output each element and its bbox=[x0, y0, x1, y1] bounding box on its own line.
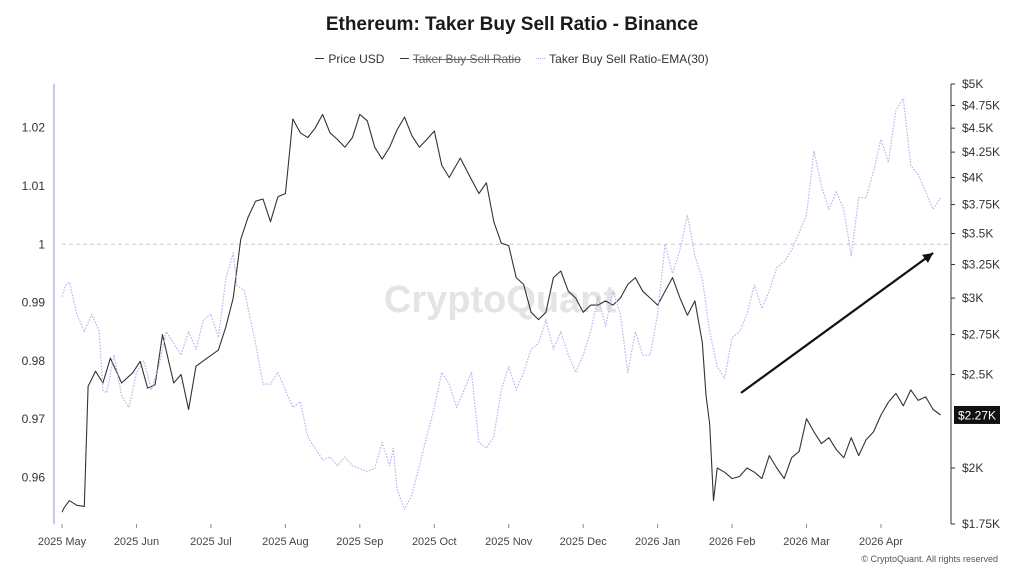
x-tick-label: 2026 Mar bbox=[783, 536, 830, 548]
x-tick-label: 2026 Feb bbox=[709, 536, 755, 548]
annotation-layer bbox=[740, 252, 934, 394]
annotation-arrow-head bbox=[922, 253, 934, 263]
right-tick-label: $5K bbox=[962, 77, 983, 91]
x-axis: 2025 May 2025 Jun 2025 Jul 2025 Aug 2025 Sep… bbox=[38, 524, 903, 548]
x-tick-label: 2026 Jan bbox=[635, 536, 680, 548]
right-axis: $1.75K $2K $2.5K $2.75K $3K $3.25K $3.5K $3.75K… bbox=[950, 77, 1000, 531]
watermark: CryptoQuant bbox=[384, 279, 617, 321]
x-tick-label: 2025 Oct bbox=[412, 536, 457, 548]
x-tick-label: 2026 Apr bbox=[859, 536, 903, 548]
right-tick-label: $2K bbox=[962, 461, 983, 475]
series-line-ema bbox=[61, 97, 942, 510]
left-tick-label: 1.02 bbox=[22, 121, 46, 135]
legend-item-taker-ratio[interactable]: Taker Buy Sell Ratio bbox=[399, 51, 521, 66]
right-tick-label: $2.5K bbox=[962, 368, 993, 382]
legend-swatch-ema bbox=[536, 58, 546, 59]
left-tick-label: 0.96 bbox=[22, 470, 46, 484]
annotation-arrow-shaft bbox=[740, 252, 934, 394]
x-tick-label: 2025 May bbox=[38, 536, 87, 548]
legend-swatch-taker-ratio bbox=[399, 58, 409, 59]
legend: Price USD Taker Buy Sell Ratio Taker Buy… bbox=[0, 48, 1024, 66]
right-tick-label: $2.75K bbox=[962, 328, 1000, 342]
left-tick-label: 0.98 bbox=[22, 354, 46, 368]
right-tick-label: $1.75K bbox=[962, 517, 1000, 531]
right-tick-label: $3.75K bbox=[962, 198, 1000, 212]
x-tick-label: 2025 Dec bbox=[560, 536, 608, 548]
legend-label-price: Price USD bbox=[328, 51, 385, 66]
right-tick-label: $3.5K bbox=[962, 226, 993, 240]
legend-item-ema[interactable]: Taker Buy Sell Ratio-EMA(30) bbox=[536, 51, 709, 66]
left-axis: 0.96 0.97 0.98 0.99 1 1.01 1.02 bbox=[22, 84, 55, 524]
legend-item-price[interactable]: Price USD bbox=[315, 52, 384, 66]
x-tick-label: 2025 Aug bbox=[262, 536, 309, 548]
x-tick-label: 2025 Jun bbox=[114, 536, 159, 548]
x-tick-label: 2025 Sep bbox=[336, 536, 383, 548]
plot-area bbox=[61, 97, 948, 513]
chart-title: Ethereum: Taker Buy Sell Ratio - Binance bbox=[325, 14, 699, 35]
x-tick-label: 2025 Jul bbox=[190, 536, 232, 548]
left-tick-label: 1 bbox=[38, 237, 45, 251]
current-price-label: $2.27K bbox=[958, 408, 996, 422]
right-tick-label: $4K bbox=[962, 171, 983, 185]
legend-swatch-price bbox=[315, 58, 325, 59]
right-tick-label: $3K bbox=[962, 291, 983, 305]
legend-label-ema: Taker Buy Sell Ratio-EMA(30) bbox=[549, 51, 709, 66]
right-tick-label: $4.5K bbox=[962, 121, 993, 135]
right-tick-label: $3.25K bbox=[962, 258, 1000, 272]
x-tick-label: 2025 Nov bbox=[485, 536, 533, 548]
copyright-notice: © CryptoQuant. All rights reserved bbox=[861, 554, 998, 564]
right-tick-label: $4.75K bbox=[962, 98, 1000, 112]
legend-label-taker-ratio: Taker Buy Sell Ratio bbox=[412, 51, 521, 66]
left-tick-label: 0.99 bbox=[22, 296, 46, 310]
right-tick-label: $4.25K bbox=[962, 145, 1000, 159]
current-price-badge bbox=[954, 405, 1000, 424]
series-line-price bbox=[61, 113, 941, 513]
left-tick-label: 0.97 bbox=[22, 412, 46, 426]
left-tick-label: 1.01 bbox=[22, 179, 46, 193]
